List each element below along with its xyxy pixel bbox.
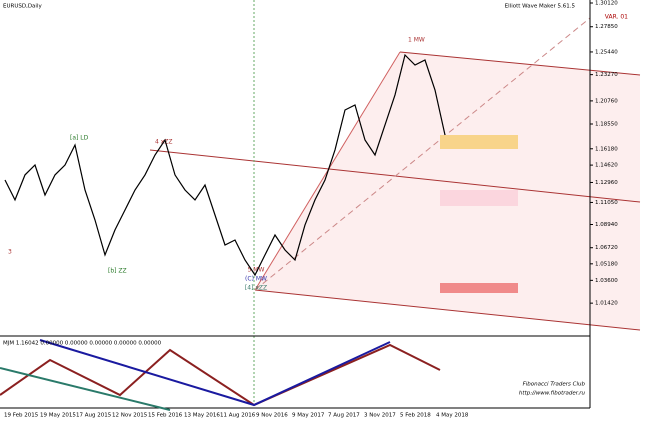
variant-label: VAR. 01 <box>605 14 628 21</box>
wave-label: (C) MW <box>245 276 267 283</box>
price-label: 1.05180 <box>595 261 618 267</box>
price-label: 1.16180 <box>595 146 618 152</box>
wave-label: 3 <box>8 249 12 256</box>
date-label: 7 Aug 2017 <box>328 413 360 419</box>
wave-label: 5 MW <box>248 267 265 274</box>
target-zone <box>440 190 518 206</box>
club-url: http://www.fibotrader.ru <box>519 391 586 397</box>
date-label: 17 Aug 2015 <box>76 413 112 419</box>
date-label: 9 Nov 2016 <box>256 413 288 419</box>
price-label: 1.03600 <box>595 278 618 284</box>
price-label: 1.20760 <box>595 98 618 104</box>
indicator-line <box>39 339 391 407</box>
wave-label: [b] ZZ <box>108 268 127 275</box>
date-label: 19 Feb 2015 <box>4 413 39 419</box>
subpanel-label: MJM 1.16042 0.00000 0.00000 0.00000 0.00… <box>3 341 162 347</box>
date-label: 5 Feb 2018 <box>400 413 431 419</box>
date-label: 9 May 2017 <box>292 413 325 419</box>
price-label: 1.18550 <box>595 122 618 128</box>
wave-label: [a] LD <box>70 135 89 142</box>
price-label: 1.25440 <box>595 49 618 55</box>
channel-line <box>254 289 641 331</box>
indicator-line <box>0 343 441 407</box>
price-label: 1.14620 <box>595 163 618 169</box>
date-label: 3 Nov 2017 <box>364 413 396 419</box>
date-label: 19 May 2015 <box>40 413 76 419</box>
target-zone <box>440 283 518 293</box>
indicator-name: Elliott Wave Maker 5.61.5 <box>505 4 576 10</box>
date-label: 15 Feb 2016 <box>148 413 183 419</box>
symbol-label: EURUSD,Daily <box>3 4 42 10</box>
price-label: 1.08940 <box>595 222 618 228</box>
date-label: 11 Aug 2016 <box>220 413 256 419</box>
price-label: 1.12960 <box>595 180 618 186</box>
price-label: 1.06720 <box>595 245 618 251</box>
indicator-line <box>0 367 171 411</box>
price-label: 1.23270 <box>595 72 618 78</box>
price-line <box>4 53 446 277</box>
date-label: 4 May 2018 <box>436 413 469 419</box>
price-label: 1.27850 <box>595 24 618 30</box>
date-label: 13 May 2016 <box>184 413 220 419</box>
target-zone <box>440 135 518 149</box>
wave-label: 1 MW <box>408 37 425 44</box>
price-label: 1.01420 <box>595 301 618 307</box>
price-label: 1.11050 <box>595 200 618 206</box>
club-label: Fibonacci Traders Club <box>523 382 586 388</box>
channel-line <box>399 51 641 76</box>
date-label: 12 Nov 2015 <box>112 413 148 419</box>
wave-label: [4] xZZ <box>245 285 267 292</box>
price-label: 1.30120 <box>595 1 618 7</box>
channel-line <box>254 17 591 291</box>
